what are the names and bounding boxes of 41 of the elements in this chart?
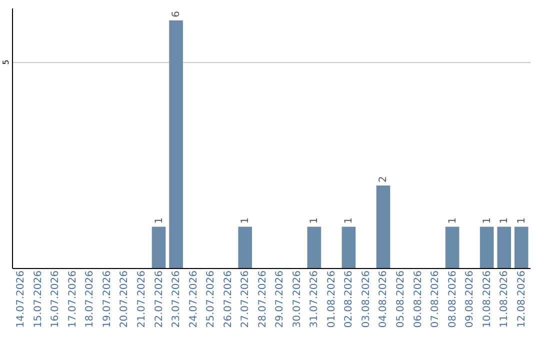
data-label: 1 [447, 217, 458, 224]
x-tick-label: 29.07.2026 [274, 270, 286, 328]
data-label: 1 [240, 217, 252, 224]
x-tick-label: 09.08.2026 [464, 270, 476, 328]
x-tick-label: 26.07.2026 [222, 270, 234, 328]
x-tick-label: 24.07.2026 [188, 270, 200, 328]
x-tick-label: 15.07.2026 [32, 270, 44, 328]
x-tick-label: 27.07.2026 [240, 270, 252, 328]
data-label: 1 [344, 217, 355, 224]
x-tick-label: 17.07.2026 [67, 270, 78, 328]
x-tick-label: 02.08.2026 [344, 270, 355, 328]
data-label: 1 [482, 217, 493, 224]
x-tick-label: 22.07.2026 [154, 270, 165, 328]
x-tick-label: 20.07.2026 [119, 270, 130, 328]
x-tick-label: 28.07.2026 [257, 270, 268, 328]
x-tick-label: 08.08.2026 [447, 270, 458, 328]
x-tick-label: 21.07.2026 [136, 270, 148, 328]
x-tick-label: 03.08.2026 [360, 270, 372, 328]
x-tick-label: 19.07.2026 [102, 270, 113, 328]
data-label: 1 [309, 217, 320, 224]
x-tick-label: 25.07.2026 [206, 270, 217, 328]
x-tick-label: 07.08.2026 [430, 270, 442, 328]
x-tick-label: 30.07.2026 [292, 270, 303, 328]
x-tick-label: 16.07.2026 [50, 270, 62, 328]
data-label: 2 [378, 176, 390, 182]
data-label: 1 [154, 217, 165, 224]
x-tick-label: 04.08.2026 [378, 270, 390, 328]
x-tick-label: 12.08.2026 [516, 270, 528, 328]
data-label: 1 [499, 217, 510, 224]
x-tick-label: 23.07.2026 [171, 270, 182, 328]
data-label: 1 [516, 217, 528, 224]
x-tick-label: 11.08.2026 [499, 270, 510, 328]
x-tick-label: 01.08.2026 [326, 270, 338, 328]
x-tick-label: 10.08.2026 [482, 270, 493, 328]
y-tick-label: 5 [2, 60, 10, 65]
x-tick-label: 14.07.2026 [16, 270, 27, 328]
x-tick-label: 06.08.2026 [412, 270, 424, 328]
x-tick-label: 18.07.2026 [84, 270, 96, 328]
data-label: 6 [171, 11, 182, 18]
x-tick-label: 05.08.2026 [396, 270, 406, 328]
x-tick-label: 31.07.2026 [309, 270, 320, 328]
